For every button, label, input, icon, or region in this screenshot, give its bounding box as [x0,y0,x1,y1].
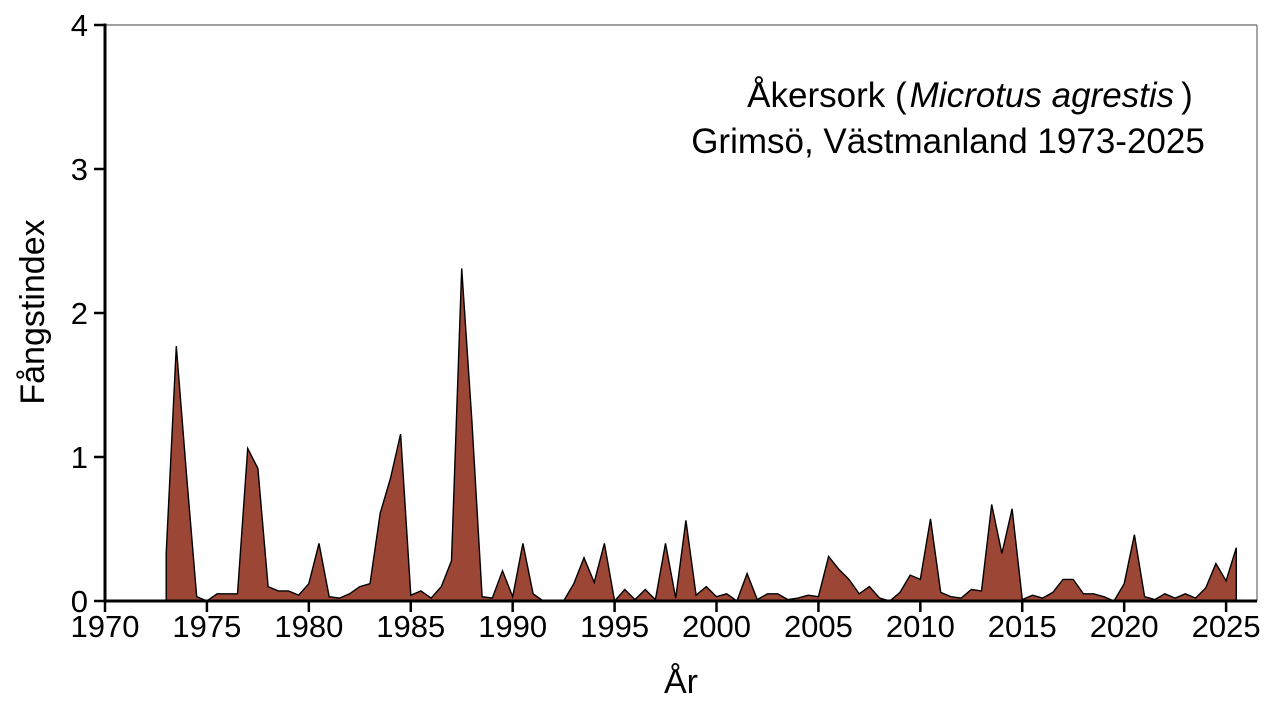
x-tick-label: 1980 [274,609,344,644]
x-tick-label: 2010 [885,609,955,644]
chart-title: Åkersork (Microtus agrestis) [747,78,1193,113]
x-tick-label: 1985 [376,609,446,644]
x-tick-label: 1995 [580,609,650,644]
area-series [165,268,1237,603]
x-tick-label: 2025 [1191,609,1261,644]
x-tick-label: 2000 [682,609,751,644]
x-tick-label: 1990 [478,609,548,644]
y-tick-label: 1 [70,440,88,475]
y-tick-label: 2 [70,296,88,331]
y-tick-label: 0 [70,584,88,619]
x-tick-label: 2015 [987,609,1057,644]
x-tick-label: 2020 [1089,609,1159,644]
chart-subtitle: Grimsö, Västmanland 1973-2025 [691,122,1205,161]
x-tick-label: 1970 [70,609,140,644]
x-tick-label: 2005 [783,609,853,644]
x-axis-title: År [664,663,698,701]
y-tick-label: 4 [70,8,88,43]
y-tick-label: 3 [70,152,88,187]
chart-title-prefix: Åkersork ( [747,76,907,115]
x-tick-label: 1975 [172,609,242,644]
chart-title-species: Microtus agrestis [909,76,1175,115]
chart-title-suffix: ) [1181,76,1193,115]
